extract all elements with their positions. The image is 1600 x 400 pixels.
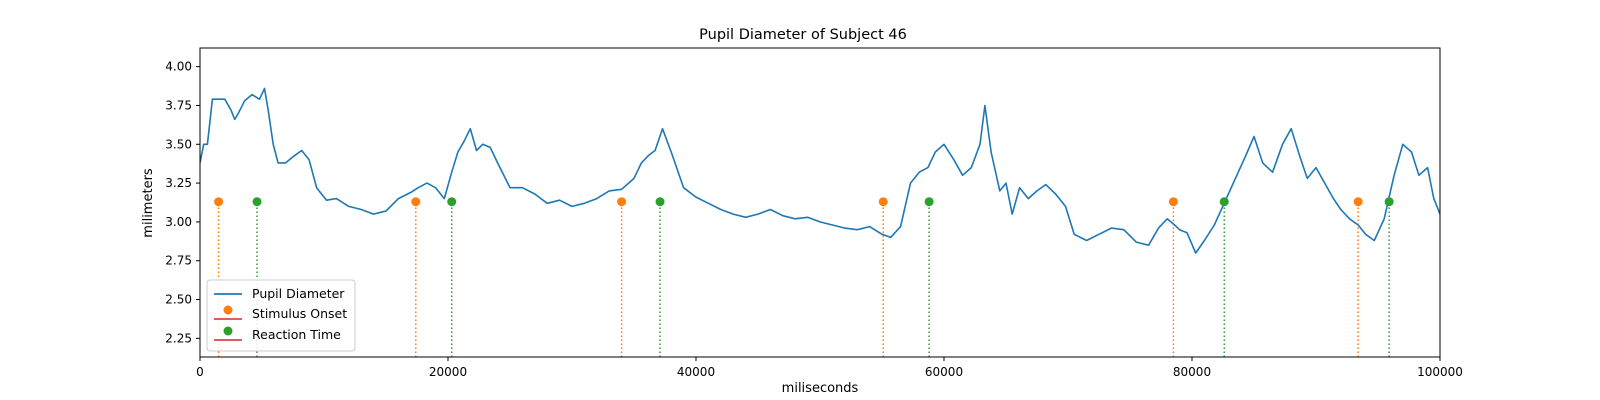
marker-reaction-time [924, 197, 934, 207]
marker-stimulus-onset [617, 197, 627, 207]
y-tick-label: 2.25 [165, 331, 192, 345]
legend-swatch-reaction-marker [223, 326, 233, 336]
marker-stimulus-onset [878, 197, 888, 207]
x-tick-label: 20000 [429, 365, 467, 379]
x-axis-label: miliseconds [782, 381, 859, 396]
plot-frame [199, 47, 1441, 358]
y-axis: 2.25 2.50 2.75 3.00 3.25 3.50 3.75 4.00 [165, 60, 200, 345]
marker-reaction-time [1384, 197, 1394, 207]
y-tick-label: 3.25 [165, 176, 192, 190]
line-layer [200, 87, 1440, 254]
legend-label-pupil: Pupil Diameter [252, 286, 345, 301]
marker-stimulus-onset [411, 197, 421, 207]
x-tick-label: 100000 [1417, 365, 1463, 379]
x-tick-label: 40000 [677, 365, 715, 379]
stem-layer [217, 201, 1390, 357]
legend-label-reaction: Reaction Time [252, 327, 341, 342]
marker-stimulus-onset [1353, 197, 1363, 207]
y-tick-label: 3.00 [165, 215, 192, 229]
legend-label-stimulus: Stimulus Onset [252, 306, 347, 321]
y-axis-label: milimeters [141, 168, 156, 238]
y-tick-label: 2.75 [165, 254, 192, 268]
y-tick-label: 2.50 [165, 293, 192, 307]
x-tick-label: 60000 [925, 365, 963, 379]
marker-layer [214, 197, 1394, 207]
y-tick-label: 3.50 [165, 137, 192, 151]
x-tick-label: 0 [196, 365, 204, 379]
marker-reaction-time [447, 197, 457, 207]
y-tick-label: 3.75 [165, 98, 192, 112]
legend-swatch-stimulus-marker [223, 305, 233, 315]
marker-stimulus-onset [214, 197, 224, 207]
chart-title: Pupil Diameter of Subject 46 [699, 27, 907, 43]
x-axis: 0 20000 40000 60000 80000 100000 [196, 357, 1463, 379]
legend: Pupil Diameter Stimulus Onset Reaction T… [206, 279, 356, 352]
legend-box [206, 279, 356, 352]
marker-reaction-time [655, 197, 665, 207]
marker-reaction-time [252, 197, 262, 207]
x-tick-label: 80000 [1173, 365, 1211, 379]
series-line-pupil-diameter [200, 87, 1440, 254]
marker-reaction-time [1219, 197, 1229, 207]
marker-stimulus-onset [1168, 197, 1178, 207]
y-tick-label: 4.00 [165, 60, 192, 74]
